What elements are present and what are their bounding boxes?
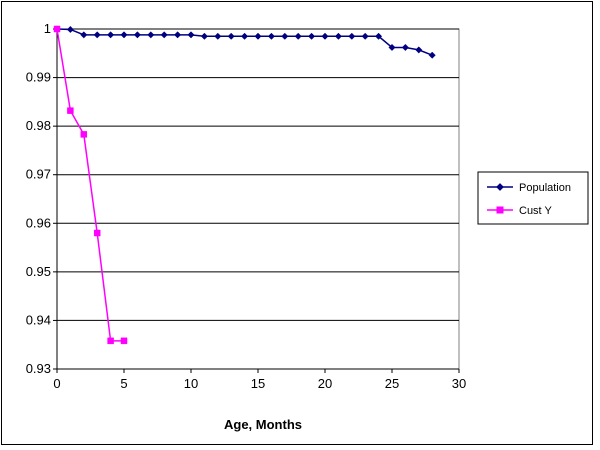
data-point-cust-y [53,25,61,33]
y-tick-label: 0.97 [26,167,51,182]
data-point-population [93,31,101,39]
data-point-population [254,32,262,40]
legend-marker-cust-y [496,206,504,214]
legend-marker-population [496,183,504,191]
data-point-population [174,31,182,39]
data-point-population [308,32,316,40]
data-point-population [281,32,289,40]
y-tick-label: 0.93 [26,361,51,376]
data-point-population [388,43,396,52]
data-point-population [133,31,141,39]
data-point-population [107,31,115,39]
data-point-population [334,32,342,40]
legend: Population Cust Y [477,171,589,225]
data-point-population [66,25,74,34]
y-tick-label: 0.95 [26,264,51,279]
legend-box [477,171,589,225]
y-tick-label: 0.99 [26,70,51,85]
data-point-population [348,32,356,40]
data-point-population [120,31,128,39]
data-point-population [294,32,302,40]
y-tick-label: 0.94 [26,312,51,327]
axes [53,28,460,373]
legend-label-cust-y: Cust Y [519,205,552,217]
data-point-population [200,32,208,40]
series-layer [53,25,436,345]
plot-area [56,28,460,370]
data-point-cust-y [80,131,88,138]
x-tick-labels: 0 5 10 15 20 25 30 [53,376,466,391]
x-tick-label: 15 [251,376,265,391]
data-point-population [428,51,436,59]
x-tick-label: 10 [184,376,198,391]
data-point-population [214,32,222,40]
data-point-population [361,32,369,40]
data-point-population [401,43,409,52]
x-tick-label: 5 [120,376,127,391]
data-point-cust-y [93,229,101,237]
y-tick-labels: 0.93 0.94 0.95 0.96 0.97 0.98 0.99 1 [26,21,51,376]
data-point-population [80,31,88,39]
data-point-population [375,32,383,40]
data-point-population [267,32,275,40]
x-tick-label: 0 [53,376,60,391]
y-tick-label: 0.98 [26,118,51,133]
series-population [53,25,436,59]
gridlines [57,28,459,321]
data-point-population [241,32,249,40]
data-point-population [160,31,168,39]
data-point-population [227,32,235,40]
data-point-cust-y [67,107,74,114]
series-cust-y [53,25,128,345]
x-tick-label: 30 [452,376,466,391]
y-tick-label: 0.96 [26,215,51,230]
data-point-cust-y [107,337,114,345]
data-point-population [187,31,195,39]
y-tick-label: 1 [44,21,51,36]
data-point-population [415,46,423,54]
x-axis-title: Age, Months [224,417,302,432]
data-point-population [321,32,329,40]
data-point-population [147,31,155,39]
x-tick-label: 25 [385,376,399,391]
data-point-cust-y [120,337,128,345]
x-tick-label: 20 [318,376,332,391]
legend-label-population: Population [519,182,571,194]
